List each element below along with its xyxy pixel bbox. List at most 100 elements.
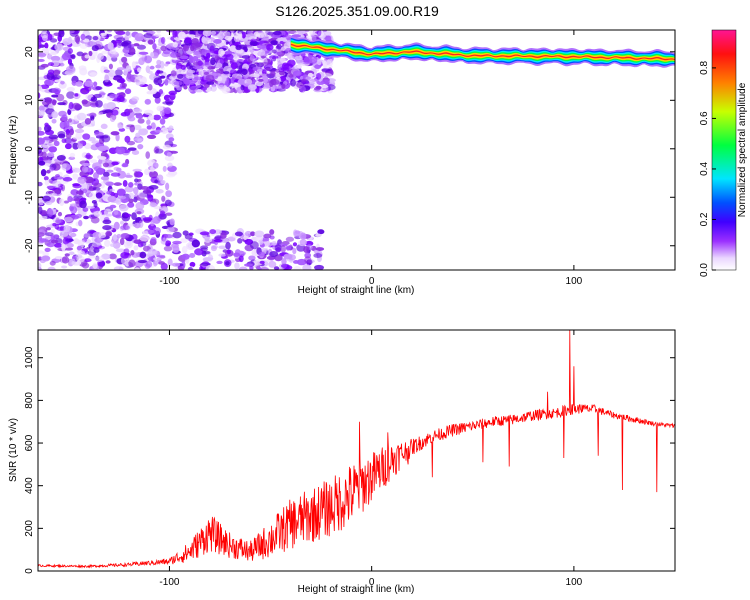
noise-blob	[202, 30, 212, 37]
noise-blob	[109, 93, 119, 99]
noise-blob	[133, 43, 140, 47]
snr-frame	[37, 329, 676, 572]
noise-blob	[103, 109, 114, 114]
noise-blob	[106, 101, 116, 110]
noise-blob	[106, 190, 112, 195]
noise-blob	[65, 133, 72, 139]
noise-blob	[258, 49, 266, 56]
noise-blob	[40, 255, 51, 261]
noise-blob	[185, 37, 192, 44]
noise-blob	[169, 92, 176, 101]
noise-blob	[143, 33, 153, 39]
noise-blob	[234, 262, 240, 270]
noise-blob	[133, 137, 144, 141]
noise-blob	[146, 125, 152, 130]
noise-blob	[137, 259, 148, 264]
noise-blob	[284, 40, 293, 44]
noise-blob	[156, 30, 162, 34]
noise-blob	[320, 79, 331, 85]
noise-blob	[253, 258, 264, 266]
noise-blob	[217, 85, 225, 90]
noise-blob	[134, 267, 140, 270]
noise-blob	[48, 104, 54, 109]
noise-blob	[107, 42, 114, 50]
noise-blob	[175, 62, 183, 71]
noise-blob	[257, 267, 262, 270]
noise-blob	[271, 49, 277, 54]
noise-blob	[104, 239, 111, 247]
noise-blob	[300, 232, 307, 240]
noise-blob	[164, 78, 169, 86]
noise-blob	[69, 258, 76, 265]
noise-blob	[70, 189, 79, 196]
noise-blob	[38, 52, 47, 58]
noise-blob	[280, 245, 286, 253]
noise-blob	[258, 239, 264, 245]
noise-blob	[240, 85, 245, 91]
noise-blob	[279, 41, 284, 45]
noise-blob	[38, 110, 42, 118]
colorbar-tick-label: 0.0	[699, 263, 710, 277]
noise-blob	[131, 233, 138, 241]
y-tick-label: 800	[24, 392, 35, 409]
noise-blob	[92, 49, 98, 57]
noise-blob	[74, 128, 85, 133]
noise-blob	[321, 68, 331, 72]
noise-blob	[303, 56, 313, 64]
noise-blob	[109, 188, 115, 192]
noise-blob	[204, 61, 212, 67]
noise-blob	[133, 124, 142, 131]
noise-blob	[110, 131, 120, 136]
noise-blob	[108, 69, 116, 78]
noise-blob	[44, 122, 49, 127]
noise-blob	[224, 35, 233, 41]
spectrogram-x-label: Height of straight line (km)	[298, 285, 415, 296]
noise-blob	[75, 190, 84, 195]
noise-blob	[184, 234, 193, 240]
noise-blob	[192, 65, 203, 69]
noise-blob	[128, 192, 134, 199]
noise-blob	[115, 133, 120, 142]
noise-blob	[89, 72, 98, 77]
noise-blob	[277, 37, 286, 43]
noise-blob	[263, 240, 270, 247]
noise-blob	[156, 254, 166, 258]
noise-blob	[142, 217, 153, 222]
noise-blob	[181, 253, 190, 260]
noise-blob	[162, 165, 167, 172]
noise-blob	[93, 201, 98, 208]
noise-blob	[46, 227, 51, 231]
colorbar-tick-label: 0.4	[699, 162, 710, 176]
noise-blob	[42, 195, 51, 202]
noise-blob	[134, 222, 141, 229]
noise-blob	[138, 57, 145, 66]
noise-blob	[122, 162, 128, 167]
noise-blob	[43, 176, 49, 181]
noise-blob	[76, 245, 83, 251]
noise-blob	[137, 242, 144, 248]
noise-blob	[47, 69, 55, 75]
noise-blob	[183, 77, 190, 85]
noise-blob	[258, 78, 264, 82]
noise-blob	[67, 36, 72, 45]
noise-blob	[180, 65, 186, 70]
noise-blob	[207, 254, 214, 262]
noise-blob	[56, 154, 66, 161]
noise-blob	[135, 75, 146, 81]
noise-blob	[249, 241, 259, 250]
noise-blob	[212, 38, 222, 44]
noise-blob	[59, 62, 65, 67]
noise-blob	[192, 61, 200, 66]
noise-blob	[121, 56, 128, 63]
noise-blob	[272, 85, 282, 89]
y-tick-label: 1000	[24, 346, 35, 369]
noise-blob	[249, 55, 255, 62]
noise-blob	[165, 173, 176, 178]
noise-blob	[171, 262, 181, 267]
noise-blob	[217, 76, 223, 82]
noise-blob	[269, 79, 274, 88]
noise-blob	[50, 38, 58, 43]
figure-title: S126.2025.351.09.00.R19	[275, 3, 439, 19]
noise-blob	[146, 119, 151, 125]
noise-blob	[322, 72, 333, 79]
